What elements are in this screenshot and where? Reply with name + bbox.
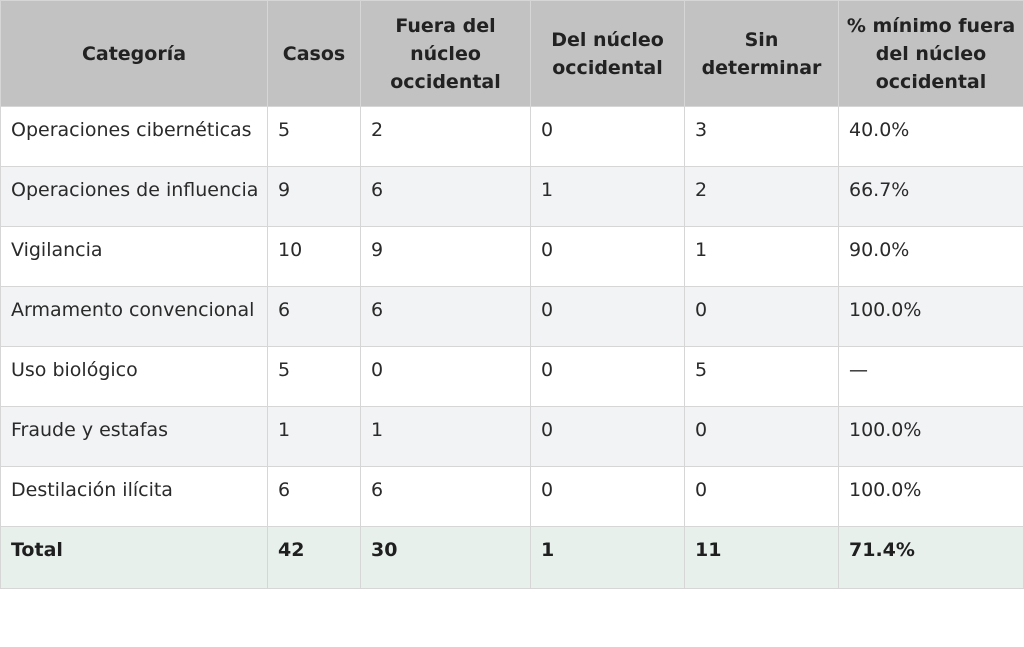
- total-row: Total 42 30 1 11 71.4%: [0, 526, 1024, 589]
- cell-fuera-nucleo: 9: [360, 226, 531, 287]
- header-casos: Casos: [267, 0, 361, 107]
- cell-fuera-nucleo: 6: [360, 166, 531, 227]
- cell-porcentaje: 100.0%: [838, 286, 1024, 347]
- cell-casos: 10: [267, 226, 361, 287]
- cell-porcentaje: —: [838, 346, 1024, 407]
- cell-sin-determinar: 0: [684, 406, 839, 467]
- table-row: Vigilancia 10 9 0 1 90.0%: [0, 226, 1024, 287]
- table-row: Destilación ilícita 6 6 0 0 100.0%: [0, 466, 1024, 527]
- table-row: Uso biológico 5 0 0 5 —: [0, 346, 1024, 407]
- cell-porcentaje: 100.0%: [838, 466, 1024, 527]
- cell-casos: 6: [267, 466, 361, 527]
- header-row: Categoría Casos Fuera del núcleo occiden…: [0, 0, 1024, 107]
- cell-casos: 5: [267, 106, 361, 167]
- header-porcentaje-minimo: % mínimo fuera del núcleo occidental: [838, 0, 1024, 107]
- cell-del-nucleo: 0: [530, 286, 685, 347]
- cell-fuera-nucleo: 2: [360, 106, 531, 167]
- cell-sin-determinar: 3: [684, 106, 839, 167]
- header-sin-determinar: Sin determinar: [684, 0, 839, 107]
- cell-del-nucleo: 0: [530, 226, 685, 287]
- table-header: Categoría Casos Fuera del núcleo occiden…: [0, 0, 1024, 107]
- cell-casos: 6: [267, 286, 361, 347]
- cell-porcentaje: 66.7%: [838, 166, 1024, 227]
- table-row: Operaciones cibernéticas 5 2 0 3 40.0%: [0, 106, 1024, 167]
- cell-fuera-nucleo: 0: [360, 346, 531, 407]
- cell-sin-determinar: 5: [684, 346, 839, 407]
- cell-casos: 9: [267, 166, 361, 227]
- cell-categoria: Armamento convencional: [0, 286, 268, 347]
- cell-porcentaje: 100.0%: [838, 406, 1024, 467]
- table-row: Operaciones de influencia 9 6 1 2 66.7%: [0, 166, 1024, 227]
- cell-del-nucleo: 1: [530, 166, 685, 227]
- total-sin-determinar: 11: [684, 526, 839, 589]
- cell-porcentaje: 40.0%: [838, 106, 1024, 167]
- cell-del-nucleo: 0: [530, 106, 685, 167]
- cell-del-nucleo: 0: [530, 346, 685, 407]
- total-casos: 42: [267, 526, 361, 589]
- cell-categoria: Operaciones cibernéticas: [0, 106, 268, 167]
- cell-sin-determinar: 2: [684, 166, 839, 227]
- cell-categoria: Operaciones de influencia: [0, 166, 268, 227]
- cell-categoria: Fraude y estafas: [0, 406, 268, 467]
- total-fuera-nucleo: 30: [360, 526, 531, 589]
- cell-fuera-nucleo: 6: [360, 466, 531, 527]
- data-table: Categoría Casos Fuera del núcleo occiden…: [0, 0, 1024, 589]
- cell-porcentaje: 90.0%: [838, 226, 1024, 287]
- cell-casos: 1: [267, 406, 361, 467]
- header-fuera-nucleo: Fuera del núcleo occidental: [360, 0, 531, 107]
- cell-fuera-nucleo: 6: [360, 286, 531, 347]
- cell-sin-determinar: 0: [684, 286, 839, 347]
- cell-fuera-nucleo: 1: [360, 406, 531, 467]
- header-del-nucleo: Del núcleo occidental: [530, 0, 685, 107]
- cell-sin-determinar: 0: [684, 466, 839, 527]
- cell-categoria: Uso biológico: [0, 346, 268, 407]
- table-row: Fraude y estafas 1 1 0 0 100.0%: [0, 406, 1024, 467]
- total-porcentaje: 71.4%: [838, 526, 1024, 589]
- total-del-nucleo: 1: [530, 526, 685, 589]
- cell-categoria: Destilación ilícita: [0, 466, 268, 527]
- table-body: Operaciones cibernéticas 5 2 0 3 40.0% O…: [0, 106, 1024, 589]
- cell-sin-determinar: 1: [684, 226, 839, 287]
- cell-categoria: Vigilancia: [0, 226, 268, 287]
- total-label: Total: [0, 526, 268, 589]
- cell-del-nucleo: 0: [530, 466, 685, 527]
- cell-del-nucleo: 0: [530, 406, 685, 467]
- cell-casos: 5: [267, 346, 361, 407]
- table-row: Armamento convencional 6 6 0 0 100.0%: [0, 286, 1024, 347]
- header-categoria: Categoría: [0, 0, 268, 107]
